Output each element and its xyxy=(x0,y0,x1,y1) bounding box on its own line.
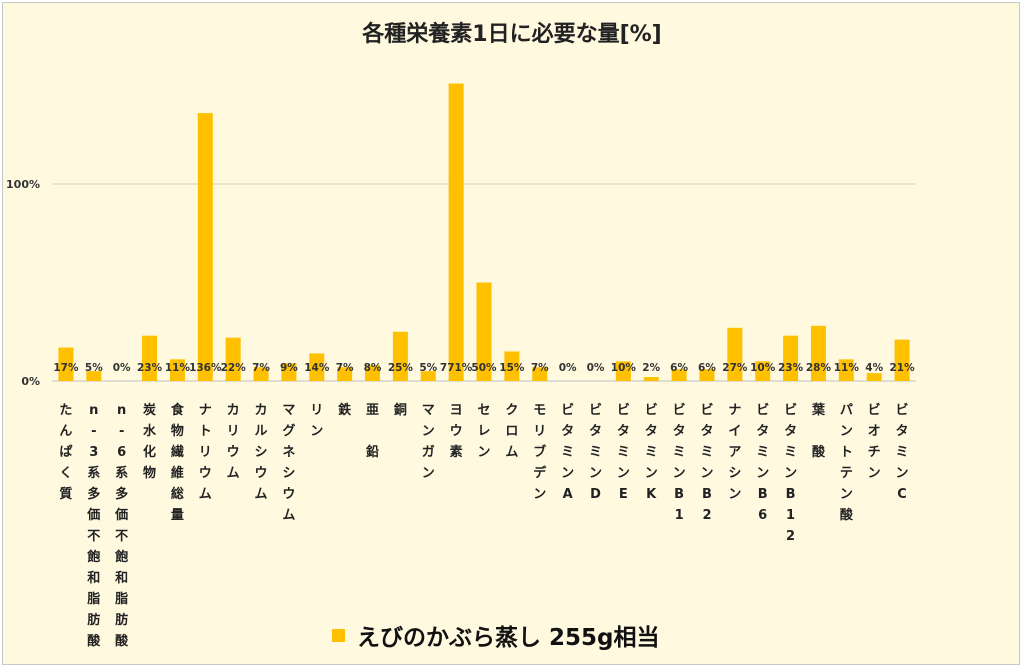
bar xyxy=(86,371,102,381)
category-label: たんぱく質 xyxy=(59,403,72,502)
bar xyxy=(309,353,325,381)
category-label: ヨウ素 xyxy=(450,403,463,460)
data-label: 7% xyxy=(336,362,354,374)
bar xyxy=(699,369,715,381)
category-label: 鉄 xyxy=(338,402,351,418)
y-tick-label: 0% xyxy=(21,375,40,388)
category-label: リン xyxy=(310,403,323,439)
category-label: ビタミン C xyxy=(896,402,909,502)
category-label: パントテン酸 xyxy=(840,403,854,523)
category-label: マグネシウム xyxy=(282,403,295,523)
category-label: カリウム xyxy=(227,403,240,481)
y-tick-label: 100% xyxy=(6,178,40,191)
bar xyxy=(420,371,436,381)
category-label: ビタミン E xyxy=(617,402,630,502)
data-label: 4% xyxy=(865,362,883,374)
data-label: 50% xyxy=(471,362,497,374)
data-label: 28% xyxy=(806,362,832,374)
category-label: クロム xyxy=(505,403,518,460)
bar xyxy=(281,363,297,381)
bar xyxy=(615,361,631,381)
data-label: 0% xyxy=(559,362,577,374)
data-label: 2% xyxy=(642,362,660,374)
data-label: 15% xyxy=(499,362,525,374)
bar xyxy=(532,367,548,381)
category-label: n -3 系多価不飽和脂肪酸 xyxy=(86,403,101,649)
category-label: 葉 酸 xyxy=(811,402,826,460)
bar xyxy=(392,331,408,381)
data-label: 5% xyxy=(419,362,437,374)
data-label: 0% xyxy=(587,362,605,374)
bar xyxy=(894,339,910,381)
category-label: セレン xyxy=(477,403,490,460)
legend: えびのかぶら蒸し 255g相当 xyxy=(332,621,660,651)
chart-title: 各種栄養素1日に必要な量[%] xyxy=(362,22,662,47)
category-label: 亜 鉛 xyxy=(366,403,379,460)
category-label: マンガン xyxy=(422,403,435,481)
category-label: 炭水化物 xyxy=(143,402,157,481)
bar xyxy=(476,282,492,381)
bar xyxy=(643,377,659,381)
bar xyxy=(253,367,269,381)
category-label: ビオチン xyxy=(868,402,881,481)
data-label: 10% xyxy=(611,362,637,374)
bar xyxy=(58,347,74,381)
data-label: 11% xyxy=(834,362,860,374)
data-label: 10% xyxy=(750,362,776,374)
bar xyxy=(504,351,520,381)
category-label: カルシウム xyxy=(255,403,268,502)
data-label: 7% xyxy=(531,362,549,374)
data-label: 0% xyxy=(113,362,131,374)
data-label: 11% xyxy=(165,362,191,374)
category-label: ナイアシン xyxy=(728,403,741,502)
legend-swatch xyxy=(332,628,345,642)
category-label: ビタミン A xyxy=(561,402,574,502)
bar xyxy=(142,335,158,381)
bar xyxy=(365,365,381,381)
category-label: 銅 xyxy=(394,402,407,418)
bar xyxy=(866,373,882,381)
category-label: モリブデン xyxy=(533,403,547,502)
data-label: 6% xyxy=(670,362,688,374)
data-label: 5% xyxy=(85,362,103,374)
category-label: ビタミン D xyxy=(589,402,602,502)
data-label: 136% xyxy=(189,362,222,374)
data-label: 21% xyxy=(889,362,915,374)
category-label: n -6 系多価不飽和脂肪酸 xyxy=(114,403,129,649)
category-label: ビタミン B 1 2 xyxy=(784,402,797,544)
bar xyxy=(225,337,241,381)
data-label: 6% xyxy=(698,362,716,374)
category-label: ビタミン B 2 xyxy=(700,402,713,523)
bar xyxy=(197,113,213,381)
data-label: 22% xyxy=(221,362,247,374)
legend-label: えびのかぶら蒸し 255g相当 xyxy=(357,625,660,651)
data-label: 17% xyxy=(53,362,79,374)
bar xyxy=(337,367,353,381)
bar xyxy=(727,327,743,381)
bar xyxy=(169,359,185,381)
bar xyxy=(448,83,464,381)
bar xyxy=(755,361,771,381)
bar xyxy=(810,325,826,381)
data-label: 23% xyxy=(778,362,804,374)
category-label: ビタミン B 1 xyxy=(673,402,686,523)
category-label: ビタミン B 6 xyxy=(756,402,769,523)
data-label: 27% xyxy=(722,362,748,374)
data-label: 25% xyxy=(388,362,414,374)
category-label: ナトリウム xyxy=(199,403,212,502)
category-label: 食物繊維総量 xyxy=(171,402,185,523)
bar xyxy=(783,335,799,381)
bar xyxy=(838,359,854,381)
data-label: 7% xyxy=(252,362,270,374)
data-label: 8% xyxy=(364,362,382,374)
category-label: ビタミン K xyxy=(645,402,658,502)
data-label: 23% xyxy=(137,362,163,374)
data-label: 9% xyxy=(280,362,298,374)
data-label: 771% xyxy=(440,362,473,374)
bar xyxy=(671,369,687,381)
data-label: 14% xyxy=(304,362,330,374)
